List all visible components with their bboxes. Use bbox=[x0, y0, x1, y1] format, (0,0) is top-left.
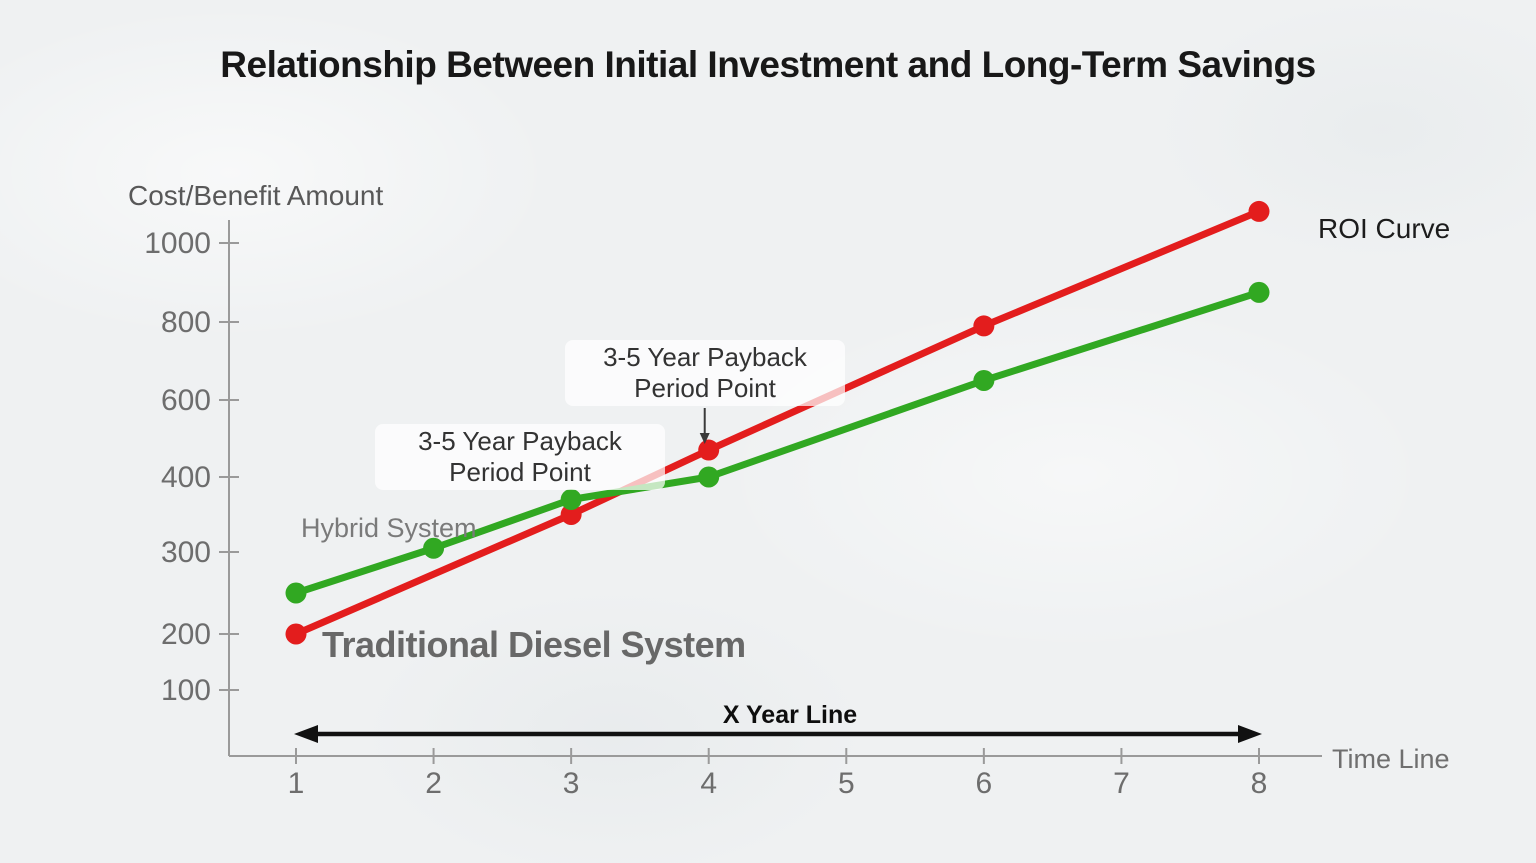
x-ticks: 1 2 3 4 5 6 7 8 bbox=[288, 748, 1268, 800]
x-tick-label: 6 bbox=[976, 767, 993, 800]
data-point bbox=[973, 370, 995, 391]
payback-annotation-left-line1: 3-5 Year Payback bbox=[418, 426, 622, 456]
y-tick-label: 800 bbox=[161, 306, 211, 339]
x-year-line-label: X Year Line bbox=[722, 701, 858, 729]
x-tick-label: 1 bbox=[288, 767, 305, 800]
traditional-diesel-label: Traditional Diesel System bbox=[322, 624, 746, 665]
time-line-label: Time Line bbox=[1332, 744, 1450, 774]
payback-annotation-top: 3-5 Year Payback Period Point bbox=[565, 340, 845, 406]
annotation-arrow-head bbox=[699, 433, 710, 444]
x-tick-label: 5 bbox=[838, 767, 855, 800]
data-point bbox=[698, 466, 720, 488]
data-point bbox=[560, 489, 582, 510]
y-tick-label: 100 bbox=[161, 674, 211, 707]
chart-title: Relationship Between Initial Investment … bbox=[220, 44, 1316, 85]
x-year-arrow-head-left bbox=[294, 725, 318, 743]
data-point bbox=[1248, 281, 1270, 303]
payback-annotation-top-line2: Period Point bbox=[634, 373, 776, 403]
series-traditional-diesel bbox=[285, 200, 1270, 645]
data-point bbox=[423, 537, 445, 559]
y-tick-label: 1000 bbox=[144, 227, 211, 260]
data-point bbox=[560, 504, 582, 525]
data-point bbox=[973, 315, 995, 337]
data-point bbox=[285, 582, 307, 604]
y-tick-label: 400 bbox=[161, 461, 211, 494]
y-axis-title: Cost/Benefit Amount bbox=[128, 180, 384, 211]
data-point bbox=[285, 623, 307, 645]
x-year-arrow-head-right bbox=[1238, 725, 1262, 743]
annotation-arrow bbox=[699, 408, 710, 444]
y-ticks: 100 200 300 400 600 800 1000 bbox=[144, 227, 239, 707]
x-tick-label: 4 bbox=[700, 767, 717, 800]
payback-annotation-left-line2: Period Point bbox=[449, 457, 591, 487]
y-tick-label: 300 bbox=[161, 536, 211, 569]
payback-annotation-top-line1: 3-5 Year Payback bbox=[603, 342, 807, 372]
series-line bbox=[292, 207, 1263, 638]
data-point bbox=[698, 439, 720, 461]
y-tick-label: 200 bbox=[161, 618, 211, 651]
y-tick-label: 600 bbox=[161, 384, 211, 417]
x-tick-label: 3 bbox=[563, 767, 580, 800]
x-year-arrow bbox=[294, 725, 1262, 743]
x-tick-label: 7 bbox=[1113, 767, 1130, 800]
x-tick-label: 2 bbox=[425, 767, 442, 800]
data-point bbox=[1248, 200, 1270, 222]
x-tick-label: 8 bbox=[1251, 767, 1268, 800]
roi-curve-label: ROI Curve bbox=[1318, 213, 1451, 244]
hybrid-system-label: Hybrid System bbox=[301, 513, 477, 543]
payback-annotation-left: 3-5 Year Payback Period Point bbox=[375, 424, 665, 490]
